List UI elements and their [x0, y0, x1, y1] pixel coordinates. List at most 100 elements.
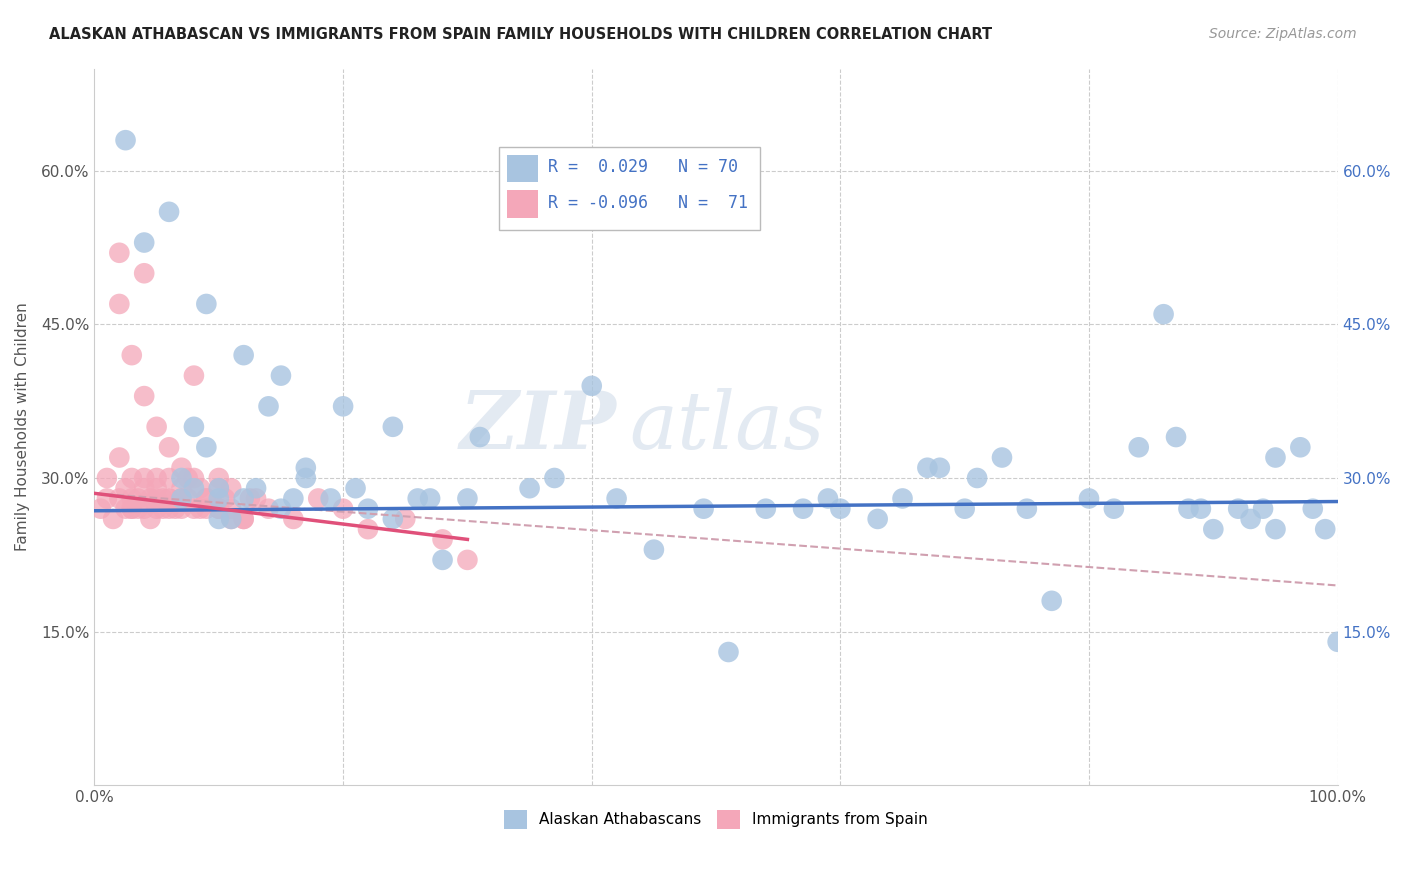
Point: [1202, 522, 1225, 536]
Point: [219, 481, 242, 495]
Point: [108, 245, 131, 260]
Text: atlas: atlas: [628, 388, 824, 466]
Point: [1264, 522, 1286, 536]
Point: [394, 512, 416, 526]
Point: [127, 491, 149, 506]
Point: [1177, 501, 1199, 516]
Y-axis label: Family Households with Children: Family Households with Children: [15, 302, 30, 551]
FancyBboxPatch shape: [499, 147, 759, 230]
Point: [177, 471, 200, 485]
Point: [519, 481, 541, 495]
Point: [717, 645, 740, 659]
Point: [219, 501, 242, 516]
Point: [1289, 440, 1312, 454]
Point: [1264, 450, 1286, 465]
Point: [208, 481, 231, 495]
Point: [1239, 512, 1261, 526]
Point: [152, 491, 174, 506]
Point: [208, 491, 231, 506]
Point: [183, 368, 205, 383]
Point: [145, 491, 167, 506]
Point: [157, 471, 180, 485]
Point: [165, 501, 187, 516]
Point: [127, 501, 149, 516]
Point: [108, 297, 131, 311]
Point: [183, 471, 205, 485]
Point: [219, 512, 242, 526]
Point: [145, 419, 167, 434]
Point: [183, 419, 205, 434]
Legend: Alaskan Athabascans, Immigrants from Spain: Alaskan Athabascans, Immigrants from Spa…: [498, 804, 934, 835]
Point: [208, 471, 231, 485]
Point: [257, 400, 280, 414]
Point: [208, 501, 231, 516]
Point: [195, 491, 218, 506]
Point: [543, 471, 565, 485]
Point: [270, 501, 292, 516]
Point: [966, 471, 988, 485]
Point: [121, 501, 143, 516]
Point: [183, 501, 205, 516]
Point: [1326, 634, 1348, 648]
Point: [134, 266, 156, 280]
Point: [139, 491, 162, 506]
Point: [239, 491, 262, 506]
Point: [1302, 501, 1324, 516]
Point: [357, 501, 380, 516]
Point: [406, 491, 429, 506]
Point: [121, 501, 143, 516]
Point: [188, 481, 211, 495]
Point: [692, 501, 714, 516]
Point: [157, 204, 180, 219]
Point: [177, 491, 200, 506]
Point: [283, 491, 305, 506]
Point: [121, 491, 143, 506]
Point: [170, 491, 193, 506]
Text: ALASKAN ATHABASCAN VS IMMIGRANTS FROM SPAIN FAMILY HOUSEHOLDS WITH CHILDREN CORR: ALASKAN ATHABASCAN VS IMMIGRANTS FROM SP…: [49, 27, 993, 42]
Point: [891, 491, 914, 506]
Text: Source: ZipAtlas.com: Source: ZipAtlas.com: [1209, 27, 1357, 41]
Point: [917, 460, 939, 475]
Point: [245, 481, 267, 495]
Point: [195, 297, 218, 311]
Point: [606, 491, 628, 506]
Point: [232, 512, 254, 526]
Point: [381, 512, 404, 526]
Point: [432, 553, 454, 567]
Point: [170, 481, 193, 495]
Point: [183, 481, 205, 495]
Point: [432, 533, 454, 547]
Point: [134, 235, 156, 250]
Point: [195, 501, 218, 516]
Point: [96, 471, 118, 485]
Point: [1227, 501, 1250, 516]
Point: [1189, 501, 1212, 516]
Point: [245, 491, 267, 506]
Point: [792, 501, 814, 516]
Point: [219, 512, 242, 526]
Point: [755, 501, 778, 516]
Point: [114, 133, 136, 147]
Point: [139, 512, 162, 526]
Point: [332, 501, 354, 516]
Point: [170, 491, 193, 506]
Point: [134, 501, 156, 516]
Point: [1153, 307, 1175, 321]
Point: [108, 450, 131, 465]
Point: [195, 491, 218, 506]
Text: R =  0.029   N = 70: R = 0.029 N = 70: [548, 159, 738, 177]
Point: [114, 501, 136, 516]
Point: [157, 440, 180, 454]
Point: [157, 491, 180, 506]
Point: [232, 491, 254, 506]
Point: [257, 501, 280, 516]
Point: [195, 440, 218, 454]
Text: ZIP: ZIP: [460, 388, 617, 466]
Point: [468, 430, 491, 444]
Point: [121, 348, 143, 362]
Point: [157, 491, 180, 506]
Point: [121, 471, 143, 485]
Point: [214, 491, 236, 506]
Point: [830, 501, 852, 516]
Point: [232, 512, 254, 526]
